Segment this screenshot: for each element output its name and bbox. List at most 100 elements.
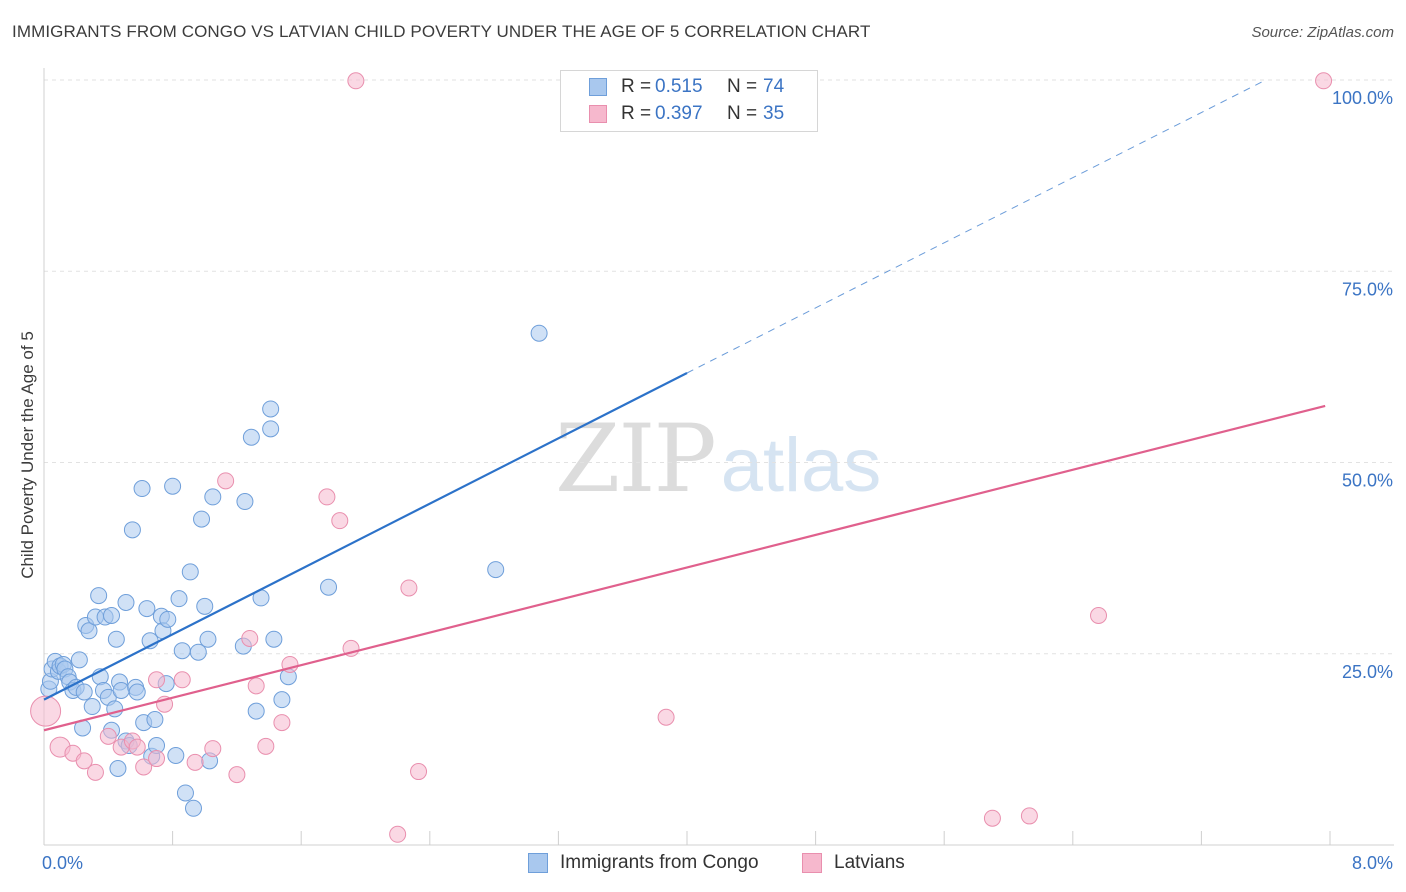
latvian-point bbox=[273, 714, 291, 732]
congo-point bbox=[70, 651, 88, 669]
latvian-point bbox=[657, 708, 675, 726]
congo-point bbox=[107, 630, 125, 648]
congo-point bbox=[320, 578, 338, 596]
latvian-point bbox=[30, 695, 62, 727]
latvian-point bbox=[148, 671, 166, 689]
congo-point bbox=[138, 600, 156, 618]
latvian-point bbox=[1020, 807, 1038, 825]
congo-point bbox=[164, 477, 182, 495]
watermark-zip-text: ZIP bbox=[555, 405, 717, 514]
latvian-point bbox=[99, 727, 117, 745]
latvians-legend-swatch bbox=[802, 853, 822, 873]
congo-point bbox=[181, 563, 199, 581]
latvian-point bbox=[135, 758, 153, 776]
latvian-point bbox=[983, 809, 1001, 827]
zipatlas-watermark: ZIPatlas bbox=[555, 405, 881, 514]
latvians-swatch bbox=[589, 105, 607, 123]
chart-title: IMMIGRANTS FROM CONGO VS LATVIAN CHILD P… bbox=[12, 22, 871, 41]
stats-legend-row-congo: R = 0.515 N = 74 bbox=[587, 76, 784, 98]
congo-point bbox=[146, 711, 164, 729]
latvian-point bbox=[1315, 72, 1333, 90]
congo-point bbox=[196, 597, 214, 615]
latvian-point bbox=[228, 766, 246, 784]
latvian-point bbox=[247, 677, 265, 695]
congo-point bbox=[173, 642, 191, 660]
congo-point bbox=[265, 630, 283, 648]
latvian-point bbox=[128, 738, 146, 756]
congo-legend-swatch bbox=[528, 853, 548, 873]
congo-swatch bbox=[589, 78, 607, 96]
y-tick-label: 75.0% bbox=[1342, 279, 1393, 299]
stats-legend: R = 0.515 N = 74 R = 0.397 N = 35 bbox=[560, 70, 818, 132]
watermark-atlas-text: atlas bbox=[720, 423, 882, 508]
latvian-point bbox=[148, 750, 166, 768]
congo-point bbox=[262, 420, 280, 438]
congo-point bbox=[273, 691, 291, 709]
y-tick-label: 25.0% bbox=[1342, 662, 1393, 682]
latvian-point bbox=[257, 737, 275, 755]
congo-point bbox=[167, 746, 185, 764]
congo-point bbox=[133, 480, 151, 498]
series-legend: Immigrants from Congo Latvians bbox=[0, 852, 1406, 876]
congo-n-value: 74 bbox=[763, 76, 785, 97]
congo-point bbox=[262, 400, 280, 418]
congo-point bbox=[530, 324, 548, 342]
latvian-point bbox=[173, 671, 191, 689]
legend-label-latvians: Latvians bbox=[834, 852, 905, 873]
congo-point bbox=[159, 610, 177, 628]
congo-point bbox=[242, 428, 260, 446]
congo-point bbox=[170, 590, 188, 608]
latvian-point bbox=[217, 472, 235, 490]
congo-point bbox=[80, 622, 98, 640]
congo-point bbox=[90, 587, 108, 605]
legend-label-congo: Immigrants from Congo bbox=[560, 852, 759, 873]
congo-point bbox=[103, 607, 121, 624]
latvian-point bbox=[331, 512, 349, 530]
latvian-point bbox=[347, 72, 365, 90]
latvian-point bbox=[86, 763, 104, 781]
legend-item-congo[interactable]: Immigrants from Congo bbox=[528, 852, 759, 874]
y-tick-label: 50.0% bbox=[1342, 471, 1393, 491]
n-label: N = bbox=[727, 76, 758, 97]
congo-point bbox=[247, 702, 265, 720]
y-tick-label: 100.0% bbox=[1332, 88, 1393, 108]
latvian-trend-line bbox=[43, 404, 1326, 732]
latvian-point bbox=[318, 488, 336, 506]
congo-point bbox=[189, 643, 207, 661]
congo-point bbox=[83, 698, 101, 716]
congo-point bbox=[487, 561, 505, 579]
congo-point bbox=[193, 510, 211, 528]
latvian-point bbox=[1090, 607, 1108, 624]
congo-trend-extension bbox=[686, 79, 1266, 374]
latvian-point bbox=[75, 752, 93, 770]
latvian-point bbox=[204, 740, 222, 758]
latvian-point bbox=[241, 629, 259, 647]
congo-point bbox=[204, 488, 222, 506]
congo-point bbox=[176, 784, 194, 802]
n-label: N = bbox=[727, 103, 758, 124]
congo-point bbox=[75, 683, 93, 701]
latvian-point bbox=[410, 763, 428, 781]
congo-point bbox=[184, 799, 202, 817]
latvian-point bbox=[389, 825, 407, 843]
source-credit: Source: ZipAtlas.com bbox=[1251, 24, 1394, 41]
x-tick-label-max: 8.0% bbox=[1352, 853, 1393, 873]
congo-point bbox=[123, 521, 141, 539]
latvians-r-value: 0.397 bbox=[655, 103, 703, 124]
stats-legend-row-latvians: R = 0.397 N = 35 bbox=[587, 103, 784, 125]
x-tick-label-min: 0.0% bbox=[42, 853, 83, 873]
congo-point bbox=[199, 630, 217, 648]
legend-item-latvians[interactable]: Latvians bbox=[802, 852, 905, 874]
r-label: R = bbox=[621, 103, 652, 124]
r-label: R = bbox=[621, 76, 652, 97]
congo-point bbox=[117, 593, 135, 611]
latvian-point bbox=[400, 579, 418, 597]
congo-trend-line bbox=[43, 372, 688, 701]
latvians-n-value: 35 bbox=[763, 103, 785, 124]
congo-r-value: 0.515 bbox=[655, 76, 703, 97]
congo-point bbox=[109, 760, 127, 777]
congo-point bbox=[236, 493, 254, 511]
latvian-point bbox=[186, 753, 204, 771]
congo-point bbox=[112, 681, 130, 699]
